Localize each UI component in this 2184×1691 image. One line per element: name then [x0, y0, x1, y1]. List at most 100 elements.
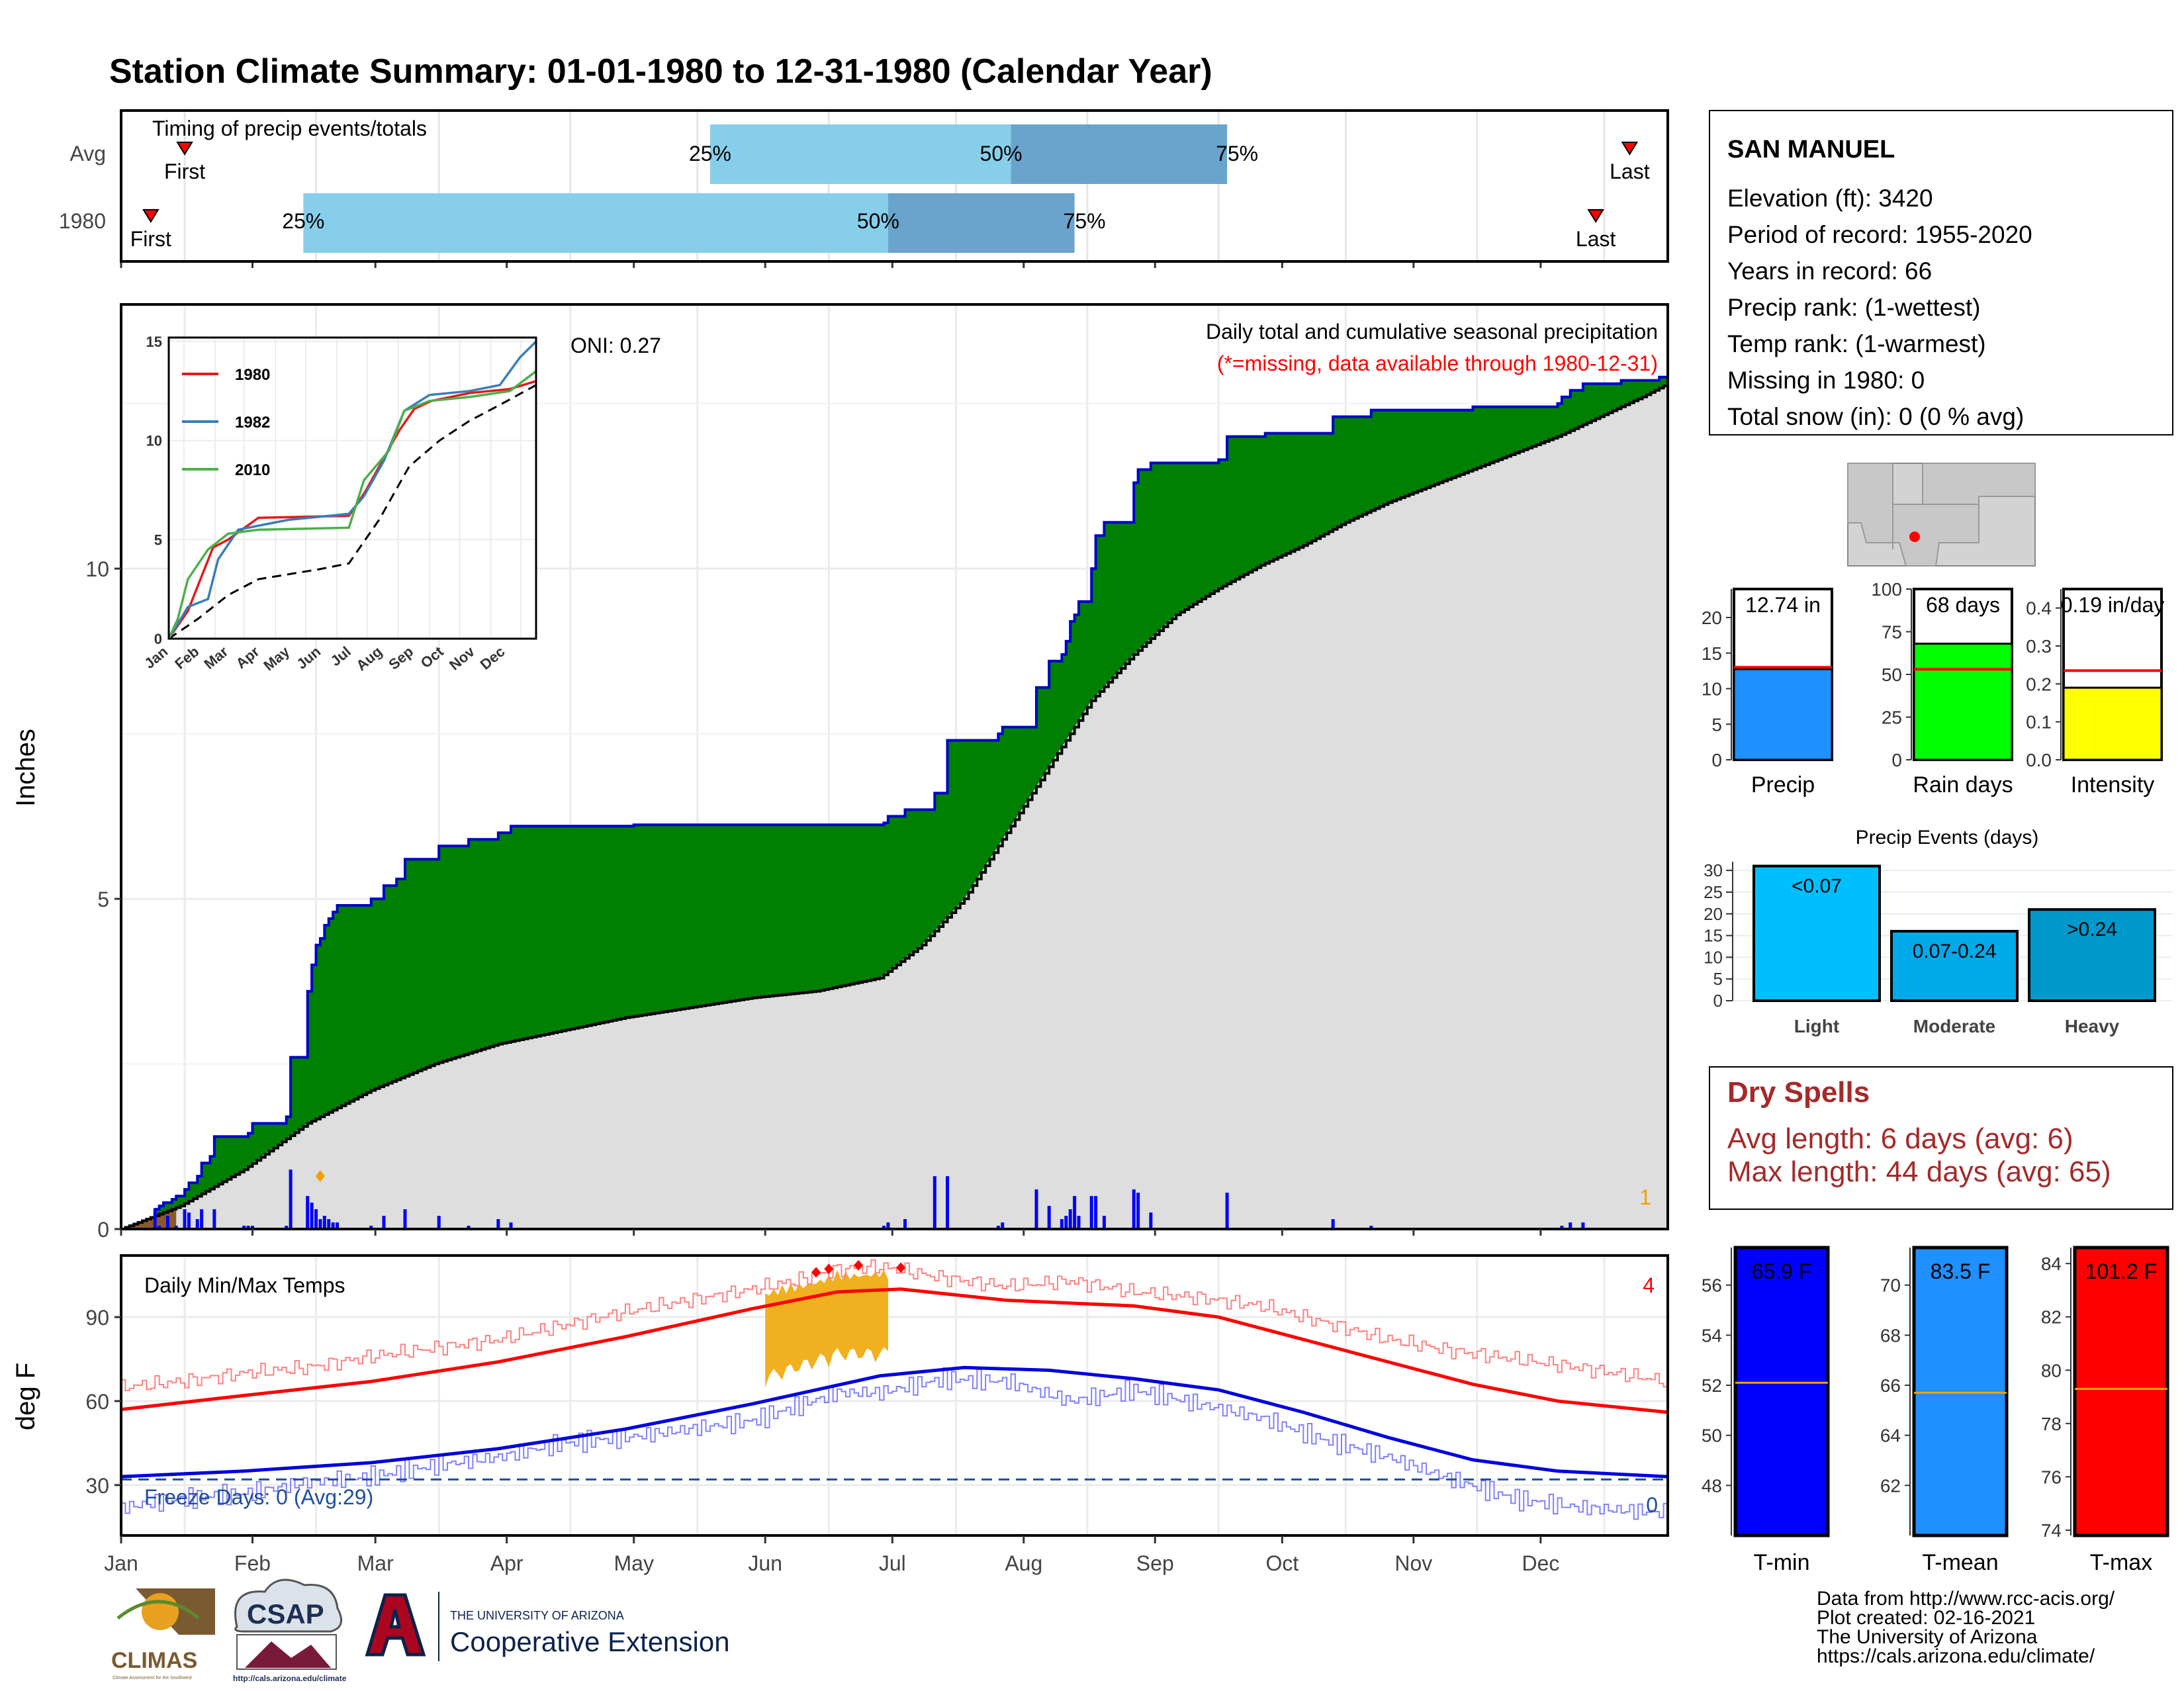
avg-min-temp-line	[120, 1365, 1668, 1479]
freeze-label: Freeze Days: 0 (Avg:29)	[144, 1485, 373, 1509]
daily-precip-bar	[369, 1226, 373, 1229]
temp-bar-ytick-label: 48	[1702, 1475, 1722, 1496]
timing-row-year: 1980	[59, 209, 106, 233]
temp-panel-frame	[120, 1254, 1669, 1537]
events-title: Precip Events (days)	[1856, 827, 2039, 848]
dry-avg-length: Avg length: 6 days (avg: 6)	[1727, 1122, 2073, 1155]
precip-cumulative-1980-line	[121, 375, 1669, 1230]
temp-bar-ytick-label: 54	[1702, 1325, 1722, 1346]
daily-precip-bar	[285, 1226, 289, 1229]
summary-bar-ytick-label: 0	[1711, 750, 1722, 770]
record-high-marker	[896, 1262, 906, 1273]
ua-big-text: Cooperative Extension	[450, 1626, 730, 1657]
daily-precip-bar	[1060, 1219, 1064, 1229]
daily-precip-bar	[996, 1226, 1000, 1229]
inset-line-2010	[167, 370, 537, 639]
inset-legend-label-2010: 2010	[235, 461, 270, 479]
precip-climo-area	[121, 383, 1668, 1229]
timing-avg-q25-label: 25%	[689, 142, 731, 165]
temp-bar-ytick-label: 76	[2041, 1467, 2062, 1487]
timing-avg-first-label: First	[164, 160, 205, 183]
daily-precip-bar	[1064, 1216, 1068, 1229]
events-category-label: Heavy	[2065, 1016, 2120, 1036]
precip-wet-area	[121, 377, 1668, 1229]
daily-precip-bar	[174, 1226, 178, 1229]
daily-precip-bar	[183, 1209, 187, 1229]
events-bar-moderate	[1890, 930, 2019, 1002]
timing-year-last-marker	[1587, 209, 1604, 223]
timing-year-q50-label: 50%	[857, 209, 899, 233]
daily-precip-bar	[382, 1216, 386, 1229]
timing-avg-first-marker	[176, 142, 193, 156]
month-label: Jul	[879, 1551, 906, 1575]
timing-avg-last-label: Last	[1610, 160, 1650, 183]
summary-bar-label: Rain days	[1913, 772, 2013, 798]
daily-precip-bar	[314, 1209, 318, 1229]
daily-precip-bar	[1094, 1196, 1098, 1229]
daily-precip-bar	[200, 1209, 204, 1229]
csap-cloud	[234, 1578, 343, 1633]
csap-text: CSAP	[247, 1598, 324, 1629]
month-label: Feb	[234, 1551, 271, 1575]
summary-bar-ytick-label: 0.0	[2026, 750, 2052, 770]
daily-precip-bar	[1001, 1222, 1005, 1229]
precip-ylabel: Inches	[11, 729, 40, 807]
summary-bar-value: 68 days	[1926, 593, 2000, 617]
events-bar-value: >0.24	[2067, 919, 2117, 940]
daily-precip-bar	[246, 1226, 250, 1229]
daily-precip-bar	[212, 1209, 216, 1229]
climas-logo-arc	[116, 1600, 200, 1620]
daily-precip-bar	[1136, 1193, 1140, 1229]
daily-precip-bar	[318, 1219, 322, 1229]
climas-text: CLIMAS	[111, 1648, 197, 1673]
month-label: Sep	[1136, 1551, 1174, 1575]
daily-precip-bar	[1089, 1196, 1093, 1229]
timing-year-q25-label: 25%	[282, 209, 324, 233]
daily-precip-bar	[195, 1219, 199, 1229]
summary-bar-ytick-label: 10	[1702, 679, 1722, 700]
inset-legend-label-1980: 1980	[235, 366, 270, 384]
month-axis: Jan Feb Mar Apr May Jun Jul Aug Sep Oct Nov Dec	[104, 1229, 1559, 1575]
temp-bar-t-max	[2073, 1246, 2169, 1537]
daily-precip-bar	[242, 1226, 246, 1229]
summary-bar-ytick-label: 100	[1871, 579, 1902, 600]
station-name: SAN MANUEL	[1727, 136, 1895, 163]
daily-precip-bar	[882, 1226, 886, 1229]
daily-precip-bar	[903, 1219, 907, 1229]
temperature-bar-charts: 48 50 52 54 56 65.9 F T-min 62 64 66 68 70 83.5 F T-m…	[1702, 1246, 2169, 1575]
daily-precip-bar	[933, 1176, 936, 1229]
daily-precip-bar	[1047, 1206, 1051, 1229]
month-label: Dec	[1522, 1551, 1559, 1575]
summary-bar-ytick-label: 5	[1711, 714, 1722, 735]
month-label: Apr	[490, 1551, 523, 1575]
temp-bar-value: 65.9 F	[1752, 1259, 1812, 1283]
timing-year-q50-q75-bar	[887, 193, 1075, 253]
events-bar-value: 0.07-0.24	[1913, 940, 1997, 962]
summary-bar-value: 12.74 in	[1745, 593, 1821, 617]
inset-ytick-label: 5	[154, 531, 162, 548]
events-category-label: Light	[1794, 1016, 1839, 1036]
daily-precip-bar	[331, 1222, 335, 1229]
events-ytick-label: 15	[1704, 926, 1723, 946]
summary-bar-ytick-label: 15	[1702, 643, 1722, 664]
dry-spells-box: Dry Spells Avg length: 6 days (avg: 6) M…	[1709, 1066, 2173, 1210]
timing-avg-last-marker	[1621, 142, 1639, 156]
precip-cumulative-avg-line	[121, 383, 1669, 1230]
daily-precip-bar	[509, 1222, 513, 1229]
events-ytick-label: 20	[1704, 904, 1723, 924]
summary-bar-ytick-label: 75	[1882, 622, 1902, 643]
month-label: Jan	[104, 1551, 138, 1575]
daily-precip-bar	[1034, 1189, 1038, 1229]
daily-precip-bar	[289, 1169, 293, 1229]
ua-a-icon	[365, 1593, 426, 1657]
temp-bar-ytick-label: 50	[1702, 1426, 1722, 1446]
temp-top-count: 4	[1643, 1273, 1655, 1297]
daily-precip-bar	[467, 1226, 471, 1229]
inset-ytick-label: 0	[154, 631, 162, 647]
station-location-dot	[1909, 531, 1920, 542]
daily-precip-bar	[437, 1216, 441, 1229]
oni-label: ONI: 0.27	[570, 334, 661, 357]
